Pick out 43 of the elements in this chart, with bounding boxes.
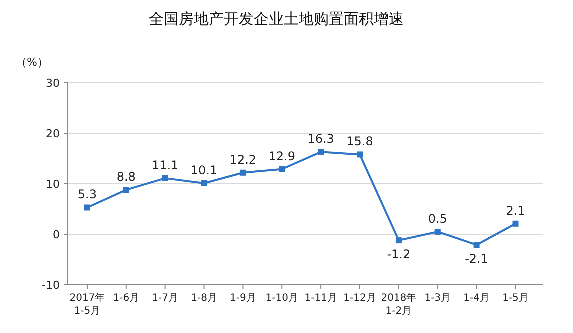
point: [162, 175, 168, 182]
data-label: 12.2: [230, 152, 257, 167]
y-tick-label: 0: [53, 228, 60, 242]
data-label: 8.8: [116, 170, 136, 184]
point: [396, 238, 402, 244]
data-label: 16.3: [308, 132, 334, 146]
point: [474, 242, 480, 248]
data-label: 15.8: [346, 134, 374, 149]
data-label: 0.5: [428, 212, 448, 226]
x-tick-label: 1-9月: [230, 293, 256, 304]
data-label: 10.1: [190, 163, 218, 178]
x-tick-label: 1-8月: [191, 293, 218, 304]
point: [123, 187, 130, 194]
point: [512, 220, 519, 227]
y-tick-label: 30: [46, 77, 60, 90]
point: [434, 228, 441, 235]
x-tick-label: 2017年 1-5月: [70, 292, 106, 317]
data-label: 12.9: [268, 149, 296, 164]
x-tick-label: 1-11月: [304, 293, 338, 304]
data-label: -1.2: [387, 248, 411, 262]
y-axis-title: （%）: [16, 56, 48, 69]
x-tick-label: 1-10月: [266, 293, 298, 304]
y-tick-label: -10: [42, 279, 60, 292]
data-label: -2.1: [465, 252, 489, 266]
point: [318, 149, 324, 156]
y-tick-label: 10: [46, 178, 60, 191]
x-tick-label: 2018年 1-2月: [381, 292, 417, 317]
data-label: 5.3: [78, 188, 98, 202]
point: [357, 152, 364, 158]
x-tick-label: 1-4月: [464, 293, 490, 304]
data-label: 11.1: [152, 158, 179, 172]
point: [279, 166, 286, 172]
x-tick-label: 1-7月: [152, 293, 179, 304]
point: [84, 204, 90, 211]
chart-title: 全国房地产开发企业土地购置面积增速: [149, 10, 404, 28]
data-label: 2.1: [506, 204, 526, 218]
x-tick-label: 1-5月: [502, 293, 529, 304]
point: [240, 170, 246, 176]
point: [201, 180, 208, 186]
x-tick-label: 1-12月: [344, 293, 376, 304]
x-tick-label: 1-3月: [424, 293, 452, 304]
x-tick-label: 1-6月: [113, 293, 140, 304]
y-tick-label: 20: [46, 128, 60, 140]
